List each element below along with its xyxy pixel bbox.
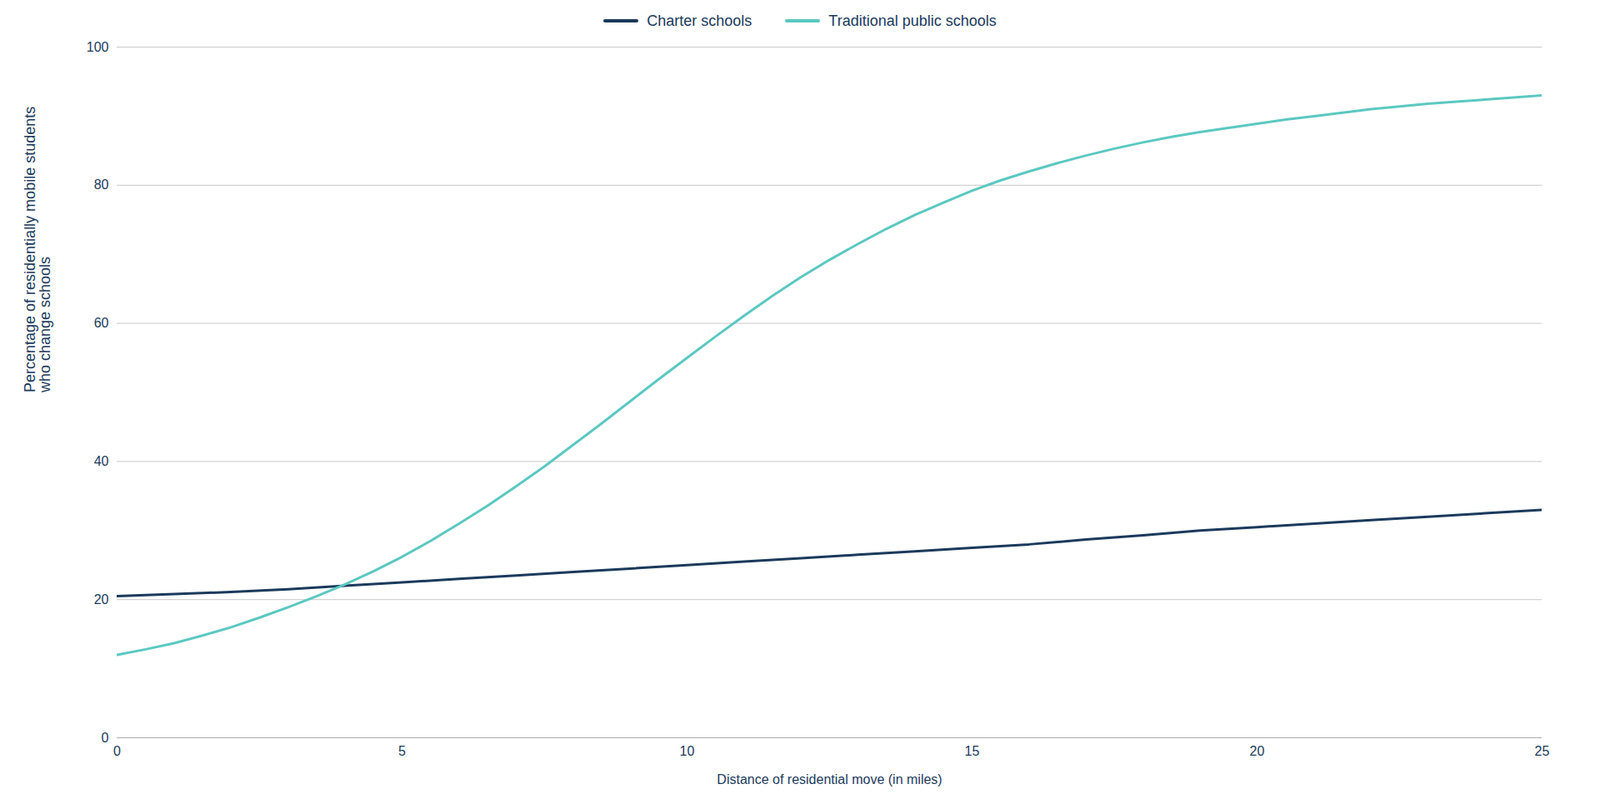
svg-text:10: 10 — [680, 744, 695, 759]
svg-text:15: 15 — [965, 744, 980, 759]
svg-text:20: 20 — [94, 592, 110, 607]
svg-text:Percentage of residentially mo: Percentage of residentially mobile stude… — [21, 106, 54, 394]
svg-text:0: 0 — [101, 730, 110, 745]
svg-text:60: 60 — [94, 315, 110, 330]
html-text:Traditional public schools: Traditional public schools — [828, 12, 997, 29]
svg-text:80: 80 — [94, 177, 110, 192]
svg-text:Distance of residential move (: Distance of residential move (in miles) — [716, 772, 942, 787]
svg-text:40: 40 — [94, 454, 110, 469]
svg-text:5: 5 — [398, 744, 406, 759]
svg-text:25: 25 — [1535, 744, 1550, 759]
svg-text:20: 20 — [1250, 744, 1265, 759]
html-text:Charter schools: Charter schools — [646, 12, 752, 29]
svg-text:0: 0 — [113, 744, 121, 759]
svg-text:100: 100 — [86, 40, 110, 55]
